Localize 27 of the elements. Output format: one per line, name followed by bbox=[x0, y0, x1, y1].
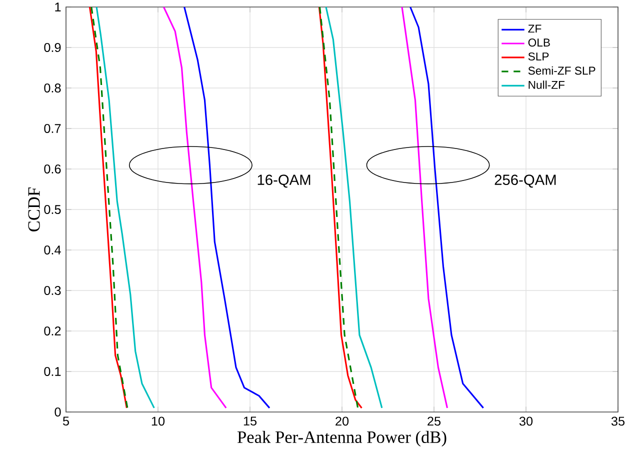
y-tick-label: 0.9 bbox=[44, 43, 61, 52]
legend-label: ZF bbox=[528, 24, 542, 33]
y-tick-label: 0.5 bbox=[44, 205, 61, 214]
x-axis-title: Peak Per-Antenna Power (dB) bbox=[238, 430, 446, 447]
y-tick-label: 0.7 bbox=[44, 124, 61, 133]
annotation: 256-QAM bbox=[494, 174, 556, 188]
y-tick-label: 0.1 bbox=[44, 367, 61, 376]
legend-label: Null-ZF bbox=[528, 80, 565, 89]
x-tick-label: 5 bbox=[62, 416, 70, 426]
y-tick-label: 0.3 bbox=[44, 286, 61, 295]
legend-label: Semi-ZF SLP bbox=[528, 66, 596, 75]
legend-label: OLB bbox=[528, 38, 550, 47]
x-tick-label: 15 bbox=[244, 416, 257, 426]
y-tick-label: 0.6 bbox=[44, 164, 61, 174]
x-tick-label: 30 bbox=[519, 416, 533, 426]
legend-label: SLP bbox=[528, 52, 549, 60]
y-tick-label: 1 bbox=[55, 2, 61, 12]
x-tick-label: 25 bbox=[428, 416, 441, 426]
x-tick-label: 20 bbox=[336, 416, 349, 426]
y-axis-title: CCDF bbox=[28, 187, 40, 232]
y-tick-label: 0.2 bbox=[44, 326, 61, 336]
x-tick-label: 35 bbox=[611, 416, 625, 426]
y-tick-label: 0.4 bbox=[44, 246, 61, 254]
x-tick-label: 10 bbox=[152, 416, 165, 426]
y-tick-label: 0 bbox=[54, 408, 61, 416]
annotation: 16-QAM bbox=[258, 174, 310, 188]
y-tick-label: 0.8 bbox=[44, 84, 61, 92]
